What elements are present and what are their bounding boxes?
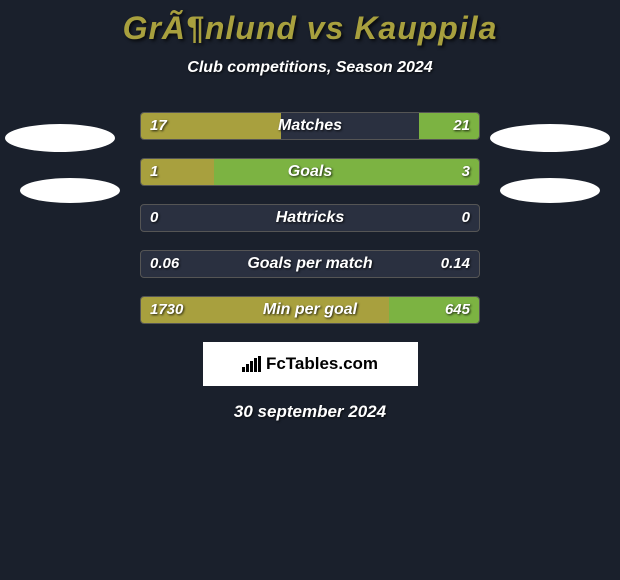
logo-text: FcTables.com <box>266 354 378 374</box>
fctables-logo[interactable]: FcTables.com <box>203 342 418 386</box>
stat-label: Matches <box>140 112 480 140</box>
stat-label: Goals per match <box>140 250 480 278</box>
stat-row: 00Hattricks <box>0 204 620 232</box>
stat-label: Min per goal <box>140 296 480 324</box>
stat-row: 0.060.14Goals per match <box>0 250 620 278</box>
stat-row: 1730645Min per goal <box>0 296 620 324</box>
stat-label: Hattricks <box>140 204 480 232</box>
stats-container: 1721Matches 13Goals 00Hattricks 0.060.14Goa… <box>0 112 620 324</box>
stat-label: Goals <box>140 158 480 186</box>
comparison-subtitle: Club competitions, Season 2024 <box>0 59 620 77</box>
comparison-title: GrÃ¶nlund vs Kauppila <box>0 0 620 47</box>
stat-row: 13Goals <box>0 158 620 186</box>
bar-chart-icon <box>242 356 262 372</box>
stat-row: 1721Matches <box>0 112 620 140</box>
snapshot-date: 30 september 2024 <box>0 402 620 422</box>
